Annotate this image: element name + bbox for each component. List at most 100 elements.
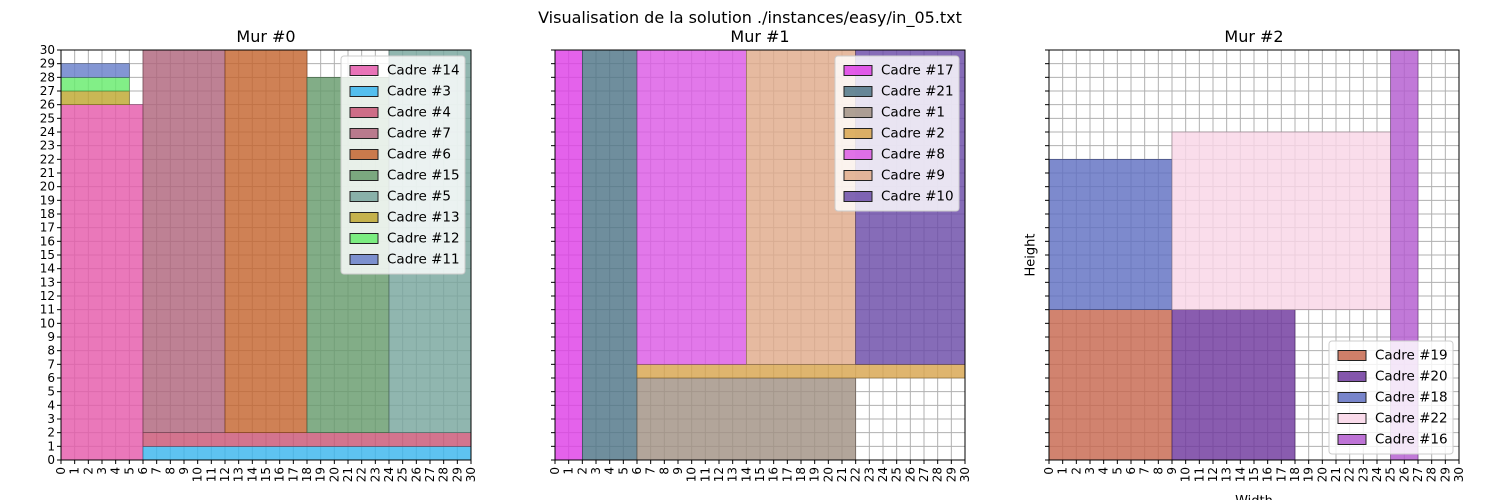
x-tick-label: 26	[903, 467, 917, 482]
frame-rect-1	[636, 377, 856, 461]
x-tick-label: 27	[423, 467, 437, 482]
x-tick-label: 17	[780, 467, 794, 482]
x-tick-label: 7	[1138, 467, 1152, 475]
x-axis-label: Width	[1235, 494, 1273, 500]
y-tick-label: 24	[40, 125, 55, 139]
x-tick-label: 13	[726, 467, 740, 482]
x-tick-label: 0	[548, 467, 562, 475]
x-tick-label: 2	[81, 467, 95, 475]
frame-rect-8	[636, 49, 747, 365]
frame-rect-14	[60, 104, 144, 461]
x-tick-label: 19	[1302, 467, 1316, 482]
y-tick-label: 11	[40, 303, 55, 317]
x-tick-label: 15	[259, 467, 273, 482]
x-tick-label: 30	[1452, 467, 1466, 482]
x-tick-label: 6	[1124, 467, 1138, 475]
legend: Cadre #19 Cadre #20 Cadre #18 Cadre #22 Cadr…	[1328, 340, 1454, 455]
x-tick-label: 9	[671, 467, 685, 475]
legend-label: Cadre #22	[1375, 411, 1448, 427]
x-tick-label: 10	[1179, 467, 1193, 482]
legend-swatch	[843, 107, 873, 118]
figure-title: Visualisation de la solution ./instances…	[538, 8, 962, 27]
y-tick-label: 5	[47, 385, 55, 399]
legend-label: Cadre #3	[387, 84, 451, 100]
x-tick-label: 24	[876, 467, 890, 482]
x-tick-label: 3	[1083, 467, 1097, 475]
y-tick-label: 10	[40, 316, 55, 330]
x-tick-label: 8	[163, 467, 177, 475]
x-tick-label: 16	[767, 467, 781, 482]
y-tick-label: 25	[40, 111, 55, 125]
x-tick-label: 22	[1343, 467, 1357, 482]
y-tick-label: 12	[40, 289, 55, 303]
panel-mur-0: 0 1 2 3 4 5 6 7 8 9 10 11 12 13 14 15 16 17 18 19 20 21 22 23 24…	[40, 27, 478, 482]
x-tick-label: 12	[1206, 467, 1220, 482]
x-tick-label: 4	[109, 467, 123, 475]
y-tick-label: 2	[47, 426, 55, 440]
legend-swatch	[349, 86, 379, 97]
legend-label: Cadre #10	[881, 189, 954, 205]
x-tick-label: 12	[218, 467, 232, 482]
frame-rect-12	[60, 77, 130, 92]
y-tick-label: 9	[47, 330, 55, 344]
y-tick-label: 16	[40, 234, 55, 248]
x-tick-label: 16	[1261, 467, 1275, 482]
frame-rect-2	[636, 364, 966, 379]
x-tick-label: 21	[1329, 467, 1343, 482]
panel-mur-1: 0 1 2 3 4 5 6 7 8 9 10 11 12 13 14 15 16 17 18 19 20 21 22 23 24…	[548, 27, 972, 482]
x-tick-label: 16	[273, 467, 287, 482]
legend-label: Cadre #1	[881, 105, 945, 121]
x-tick-label: 14	[739, 467, 753, 482]
legend-label: Cadre #7	[387, 126, 451, 142]
subplot-title: Mur #1	[730, 27, 789, 46]
x-tick-label: 1	[68, 467, 82, 475]
x-tick-label: 5	[616, 467, 630, 475]
x-tick-label: 28	[931, 467, 945, 482]
legend-swatch	[349, 170, 379, 181]
x-tick-label: 3	[95, 467, 109, 475]
x-tick-label: 30	[958, 467, 972, 482]
x-tick-label: 17	[286, 467, 300, 482]
legend-swatch	[1337, 392, 1367, 403]
y-tick-label: 20	[40, 180, 55, 194]
legend-label: Cadre #17	[881, 63, 954, 79]
x-tick-label: 24	[382, 467, 396, 482]
x-tick-label: 4	[603, 467, 617, 475]
x-tick-label: 10	[191, 467, 205, 482]
x-tick-label: 19	[808, 467, 822, 482]
y-tick-label: 27	[40, 84, 55, 98]
legend-swatch	[349, 65, 379, 76]
legend-swatch	[1337, 350, 1367, 361]
x-tick-label: 23	[1356, 467, 1370, 482]
x-tick-label: 19	[314, 467, 328, 482]
legend-label: Cadre #13	[387, 210, 460, 226]
frame-rect-13	[60, 90, 130, 105]
legend-swatch	[843, 191, 873, 202]
y-tick-label: 8	[47, 344, 55, 358]
x-tick-label: 9	[1165, 467, 1179, 475]
x-tick-label: 30	[464, 467, 478, 482]
x-tick-label: 8	[657, 467, 671, 475]
frame-rect-19	[1048, 309, 1173, 461]
legend-swatch	[349, 149, 379, 160]
x-tick-label: 28	[437, 467, 451, 482]
y-tick-label: 4	[47, 398, 55, 412]
frame-rect-20	[1171, 309, 1296, 461]
legend-swatch	[1337, 371, 1367, 382]
y-tick-label: 29	[40, 57, 55, 71]
x-tick-label: 11	[1192, 467, 1206, 482]
x-tick-label: 29	[1438, 467, 1452, 482]
x-tick-label: 22	[849, 467, 863, 482]
panel-mur-2: 0 1 2 3 4 5 6 7 8 9 10 11 12 13 14 15 16 17 18 19 20 21 22 23 24…	[1024, 27, 1467, 500]
x-tick-label: 3	[589, 467, 603, 475]
legend-label: Cadre #4	[387, 105, 451, 121]
legend-label: Cadre #6	[387, 147, 451, 163]
x-tick-label: 22	[355, 467, 369, 482]
y-tick-label: 7	[47, 357, 55, 371]
x-tick-label: 20	[821, 467, 835, 482]
legend-label: Cadre #2	[881, 126, 945, 142]
x-tick-label: 7	[150, 467, 164, 475]
y-tick-label: 13	[40, 275, 55, 289]
legend-swatch	[1337, 413, 1367, 424]
